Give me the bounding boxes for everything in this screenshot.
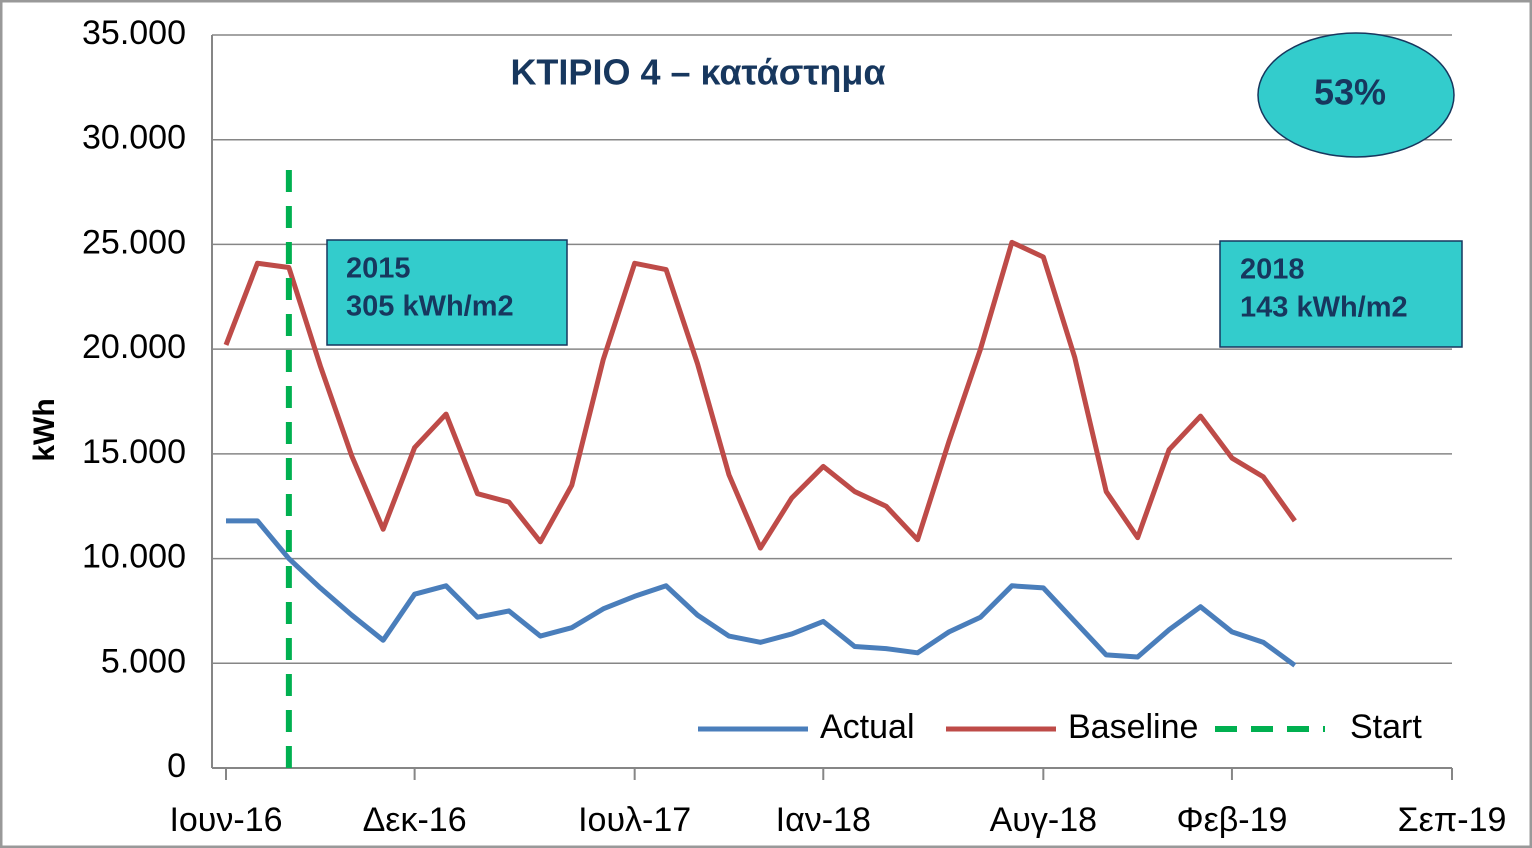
annotation-text: 2018 — [1240, 254, 1305, 286]
annotation-text: 53% — [1314, 72, 1386, 113]
y-axis-label: kWh — [28, 398, 61, 461]
y-tick-label: 20.000 — [82, 328, 186, 366]
y-tick-label: 25.000 — [82, 223, 186, 261]
x-tick-label: Σεπ-19 — [1398, 801, 1507, 839]
y-tick-label: 5.000 — [101, 642, 186, 680]
series-line — [223, 239, 1297, 551]
legend-label: Baseline — [1068, 708, 1198, 746]
annotation-text: 143 kWh/m2 — [1240, 292, 1408, 324]
y-tick-label: 30.000 — [82, 119, 186, 157]
x-tick-label: Αυγ-18 — [990, 801, 1097, 839]
annotation-box — [326, 239, 568, 346]
y-tick-label: 15.000 — [82, 433, 186, 471]
x-tick-label: Δεκ-16 — [363, 801, 467, 839]
legend-label: Start — [1350, 708, 1422, 746]
x-tick-label: Ιαν-18 — [776, 801, 871, 839]
x-tick-label: Ιουλ-17 — [578, 801, 691, 839]
chart-title: ΚΤΙΡΙΟ 4 – κατάστημα — [510, 52, 885, 93]
annotation-text: 2015 — [346, 253, 411, 285]
annotation-box — [1219, 240, 1463, 348]
x-tick-label: Φεβ-19 — [1176, 801, 1287, 839]
legend-label: Actual — [820, 708, 915, 746]
y-tick-label: 10.000 — [82, 538, 186, 576]
annotation-ellipse — [1257, 32, 1455, 158]
annotation-text: 305 kWh/m2 — [346, 291, 514, 323]
y-tick-label: 0 — [167, 747, 186, 785]
y-tick-label: 35.000 — [82, 14, 186, 52]
series-line — [226, 518, 1297, 668]
x-tick-label: Ιουν-16 — [169, 801, 282, 839]
